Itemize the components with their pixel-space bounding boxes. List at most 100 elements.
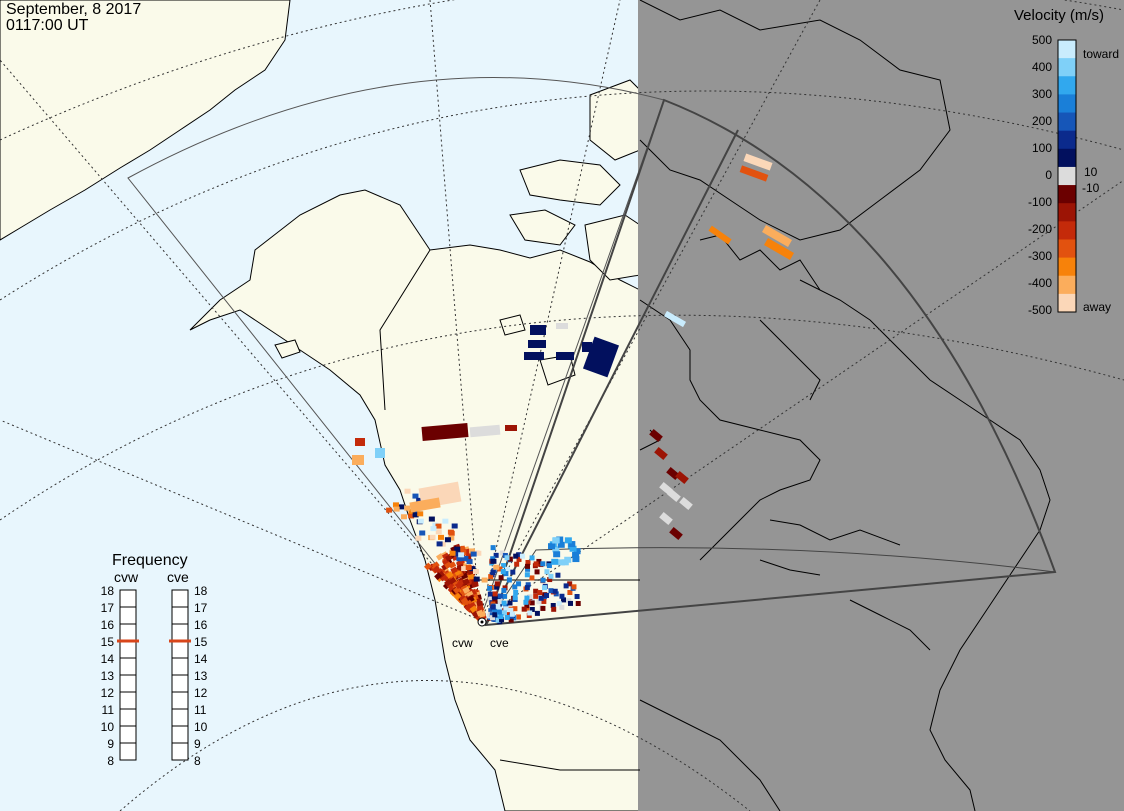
night-coastlines: [639, 0, 1051, 811]
station-cve-marker: [480, 620, 484, 624]
velocity-cell: [540, 561, 546, 567]
velocity-cell: [462, 586, 471, 594]
freq-label-cvw: cvw: [114, 569, 139, 585]
velocity-cell: [527, 610, 533, 616]
velocity-cell: [557, 541, 565, 548]
siberia-land: [0, 0, 291, 241]
velocity-cell: [490, 545, 496, 551]
velocity-cell: [573, 548, 581, 555]
arctic-island-2: [509, 209, 576, 246]
velocity-cell: [499, 550, 505, 556]
velocity-tick-label: -500: [1028, 303, 1052, 317]
frequency-tick-label: 18: [101, 584, 115, 598]
velocity-cell: [469, 424, 501, 438]
frequency-tick-label: 10: [194, 720, 208, 734]
velocity-cell: [492, 612, 498, 618]
velocity-cell: [503, 571, 509, 577]
velocity-cell: [528, 340, 546, 348]
velocity-cell: [454, 546, 461, 552]
velocity-cell: [529, 575, 535, 581]
frequency-tick-label: 18: [194, 584, 208, 598]
velocity-cell: [557, 559, 565, 566]
colorbar-segment: [1058, 221, 1076, 240]
frequency-tick-label: 17: [194, 601, 208, 615]
velocity-cell: [524, 606, 530, 612]
velocity-tick-label: -100: [1028, 195, 1052, 209]
velocity-cell: [654, 446, 668, 461]
frequency-tick-label: 15: [194, 635, 208, 649]
velocity-cell: [432, 565, 441, 574]
velocity-cell: [445, 554, 453, 562]
velocity-cell: [465, 565, 472, 571]
velocity-cell: [450, 566, 458, 574]
velocity-cell: [547, 577, 553, 583]
velocity-cell: [493, 564, 500, 570]
velocity-cell: [514, 561, 520, 567]
frequency-cell: [171, 657, 189, 676]
frequency-tick-label: 8: [194, 754, 201, 768]
velocity-cell: [498, 575, 504, 581]
velocity-cell: [501, 563, 507, 569]
velocity-cell: [469, 605, 478, 613]
frequency-panel: Frequency cvw cve 1817161514131211109818…: [101, 552, 208, 768]
velocity-cell: [503, 606, 509, 612]
velocity-cells: [352, 153, 794, 625]
velocity-cell: [488, 574, 494, 580]
velocity-cell: [552, 546, 560, 553]
frequency-tick-label: 17: [101, 601, 115, 615]
velocity-cell: [492, 591, 498, 597]
velocity-cell: [493, 552, 499, 558]
frequency-cell: [119, 725, 137, 744]
velocity-tick-label: 300: [1032, 87, 1052, 101]
velocity-cell: [392, 502, 399, 508]
frequency-title: Frequency: [112, 552, 188, 569]
velocity-cell: [472, 569, 479, 575]
velocity-cell: [375, 448, 385, 458]
frequency-cell: [171, 606, 189, 625]
velocity-cell: [473, 576, 480, 582]
velocity-cell: [442, 518, 449, 524]
velocity-cell: [451, 523, 458, 529]
station-markers: cvw cve: [452, 617, 509, 650]
velocity-cell: [455, 581, 463, 589]
velocity-cell: [454, 551, 461, 557]
colorbar-segment: [1058, 40, 1076, 59]
velocity-cell: [468, 601, 477, 610]
velocity-cell: [492, 608, 498, 614]
frequency-cell: [171, 725, 189, 744]
velocity-cell: [533, 588, 539, 594]
velocity-cell: [524, 352, 544, 360]
velocity-cell: [352, 455, 364, 465]
velocity-cell: [525, 566, 531, 572]
velocity-cell: [669, 526, 683, 541]
alaska-island: [274, 339, 301, 359]
frequency-cell: [171, 742, 189, 761]
velocity-cell: [764, 238, 794, 260]
frequency-cell: [171, 674, 189, 693]
velocity-cell: [503, 603, 509, 609]
frequency-tick-label: 14: [101, 652, 115, 666]
velocity-cell: [552, 537, 560, 544]
velocity-cell: [541, 598, 547, 604]
velocity-cell: [529, 555, 535, 561]
velocity-cell: [529, 607, 535, 613]
velocity-cell: [510, 569, 516, 575]
velocity-cell: [508, 607, 514, 613]
velocity-cell: [398, 504, 405, 510]
time-label: 0117:00 UT: [6, 17, 89, 34]
velocity-cell: [435, 553, 444, 561]
velocity-cell: [498, 614, 504, 620]
velocity-cell: [512, 584, 518, 590]
velocity-cell: [556, 601, 562, 607]
fov-cve: [484, 98, 1057, 627]
velocity-cell: [546, 563, 552, 569]
velocity-cell: [431, 561, 440, 570]
velocity-cell: [501, 587, 507, 593]
colorbar-segment: [1058, 148, 1076, 168]
velocity-cell: [491, 594, 497, 600]
frequency-tick-label: 11: [102, 703, 115, 717]
velocity-cell: [572, 551, 580, 558]
colorbar-segment: [1058, 166, 1076, 186]
